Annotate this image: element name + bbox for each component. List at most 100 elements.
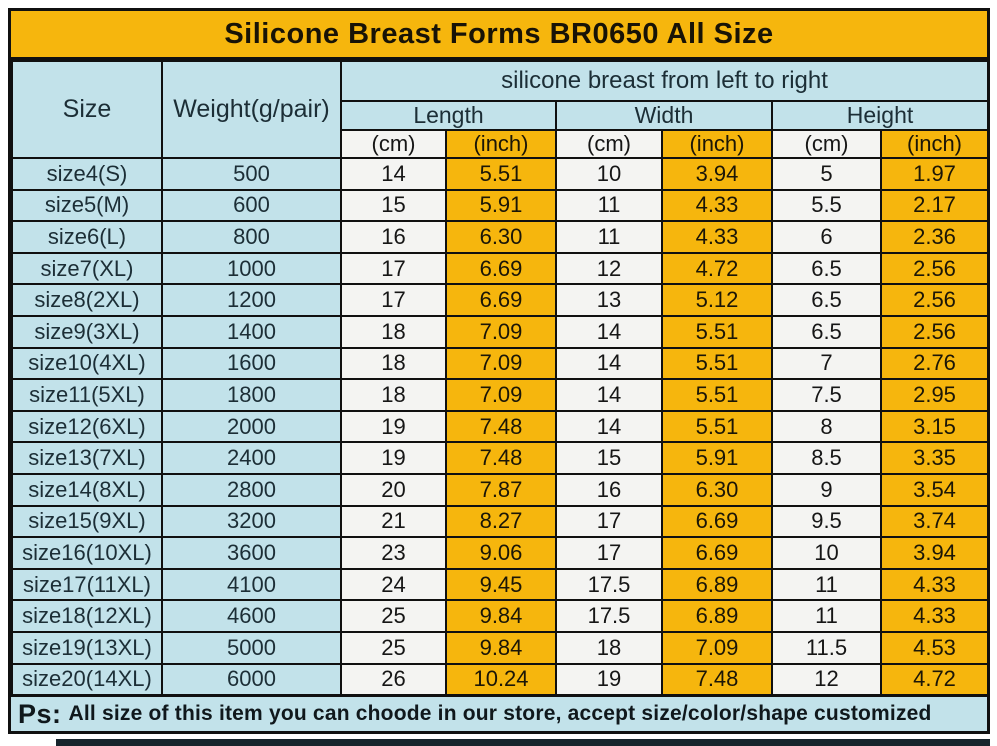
size-cell: size13(7XL) (11, 441, 163, 475)
size-cell: size11(5XL) (11, 378, 163, 412)
length-cm-cell: 23 (340, 536, 447, 570)
weight-cell: 800 (161, 220, 342, 254)
height-inch-cell: 2.95 (879, 378, 990, 412)
length-cm-cell: 25 (340, 599, 447, 633)
size-column-header: Size (11, 60, 163, 159)
dimensions-group-header: silicone breast from left to right (339, 60, 990, 102)
length-inch-cell: 9.06 (445, 536, 557, 570)
width-cm-header: (cm) (555, 129, 663, 159)
weight-cell: 2400 (161, 441, 342, 475)
width-cm-cell: 18 (555, 630, 663, 665)
weight-cell: 6000 (161, 662, 342, 697)
width-cm-cell: 19 (555, 662, 663, 697)
length-cm-cell: 18 (340, 378, 447, 412)
width-inch-cell: 5.51 (661, 346, 773, 381)
width-inch-cell: 6.89 (661, 599, 773, 633)
height-cm-cell: 8.5 (771, 441, 882, 475)
width-inch-cell: 5.51 (661, 378, 773, 412)
height-cm-cell: 6.5 (771, 251, 882, 286)
size-cell: size10(4XL) (11, 346, 163, 381)
length-inch-cell: 6.69 (445, 251, 557, 286)
weight-cell: 1200 (161, 283, 342, 317)
width-cm-cell: 17.5 (555, 599, 663, 633)
height-cm-cell: 7 (771, 346, 882, 381)
height-inch-cell: 4.33 (879, 599, 990, 633)
length-inch-cell: 7.09 (445, 314, 557, 349)
height-inch-cell: 3.15 (879, 409, 990, 444)
height-cm-cell: 6 (771, 220, 882, 254)
width-group-header: Width (555, 100, 773, 131)
width-cm-cell: 17 (555, 504, 663, 539)
width-cm-cell: 16 (555, 472, 663, 507)
size-cell: size8(2XL) (11, 283, 163, 317)
table-row: size12(6XL) 2000 19 7.48 14 5.51 8 3.15 (11, 409, 990, 444)
width-inch-cell: 5.51 (661, 314, 773, 349)
footer-note: Ps: All size of this item you can choode… (11, 696, 987, 732)
table-row: size19(13XL) 5000 25 9.84 18 7.09 11.5 4… (11, 630, 990, 665)
height-inch-cell: 4.53 (879, 630, 990, 665)
height-cm-cell: 11 (771, 567, 882, 602)
length-inch-cell: 7.48 (445, 409, 557, 444)
length-cm-cell: 21 (340, 504, 447, 539)
height-cm-cell: 9 (771, 472, 882, 507)
table-row: size7(XL) 1000 17 6.69 12 4.72 6.5 2.56 (11, 251, 990, 286)
height-inch-cell: 3.94 (879, 536, 990, 570)
length-inch-cell: 7.48 (445, 441, 557, 475)
length-inch-cell: 6.69 (445, 283, 557, 317)
width-inch-cell: 7.48 (661, 662, 773, 697)
width-cm-cell: 14 (555, 314, 663, 349)
footer-prefix: Ps: (18, 698, 62, 729)
header-row-dimensions: Length Width Height (12, 100, 990, 131)
weight-cell: 4600 (161, 599, 342, 633)
table-row: size8(2XL) 1200 17 6.69 13 5.12 6.5 2.56 (11, 283, 990, 317)
size-chart-frame: Silicone Breast Forms BR0650 All Size Si… (8, 8, 990, 735)
width-inch-cell: 6.69 (661, 504, 773, 539)
height-cm-cell: 5 (771, 157, 882, 191)
bottom-shadow-bar (56, 739, 990, 746)
size-cell: size19(13XL) (11, 630, 163, 665)
table-row: size6(L) 800 16 6.30 11 4.33 6 2.36 (11, 220, 990, 254)
table-row: size10(4XL) 1600 18 7.09 14 5.51 7 2.76 (11, 346, 990, 381)
length-cm-cell: 14 (340, 157, 447, 191)
weight-cell: 600 (161, 188, 342, 223)
width-inch-cell: 4.72 (661, 251, 773, 286)
size-cell: size17(11XL) (11, 567, 163, 602)
length-inch-cell: 9.45 (445, 567, 557, 602)
length-inch-cell: 10.24 (445, 662, 557, 697)
length-inch-cell: 8.27 (445, 504, 557, 539)
height-cm-cell: 7.5 (771, 378, 882, 412)
size-cell: size15(9XL) (11, 504, 163, 539)
height-cm-cell: 5.5 (771, 188, 882, 223)
height-cm-cell: 11.5 (771, 630, 882, 665)
width-inch-cell: 6.89 (661, 567, 773, 602)
weight-cell: 3200 (161, 504, 342, 539)
length-cm-cell: 19 (340, 409, 447, 444)
table-row: size16(10XL) 3600 23 9.06 17 6.69 10 3.9… (11, 536, 990, 570)
length-cm-header: (cm) (340, 129, 447, 159)
length-cm-cell: 16 (340, 220, 447, 254)
weight-cell: 1400 (161, 314, 342, 349)
height-cm-cell: 12 (771, 662, 882, 697)
size-cell: size12(6XL) (11, 409, 163, 444)
weight-cell: 1000 (161, 251, 342, 286)
size-cell: size18(12XL) (11, 599, 163, 633)
width-inch-cell: 6.69 (661, 536, 773, 570)
width-cm-cell: 11 (555, 220, 663, 254)
size-cell: size9(3XL) (11, 314, 163, 349)
width-inch-cell: 5.91 (661, 441, 773, 475)
weight-cell: 2800 (161, 472, 342, 507)
length-cm-cell: 15 (340, 188, 447, 223)
length-inch-cell: 7.87 (445, 472, 557, 507)
header-row-units: (cm) (inch) (cm) (inch) (cm) (inch) (12, 129, 990, 159)
length-cm-cell: 17 (340, 283, 447, 317)
width-cm-cell: 17.5 (555, 567, 663, 602)
weight-cell: 2000 (161, 409, 342, 444)
height-inch-cell: 2.76 (879, 346, 990, 381)
length-inch-cell: 6.30 (445, 220, 557, 254)
size-cell: size20(14XL) (11, 662, 163, 697)
height-inch-cell: 3.35 (879, 441, 990, 475)
size-cell: size6(L) (11, 220, 163, 254)
width-inch-cell: 5.51 (661, 409, 773, 444)
header-row-top: Size Weight(g/pair) silicone breast from… (11, 60, 990, 159)
